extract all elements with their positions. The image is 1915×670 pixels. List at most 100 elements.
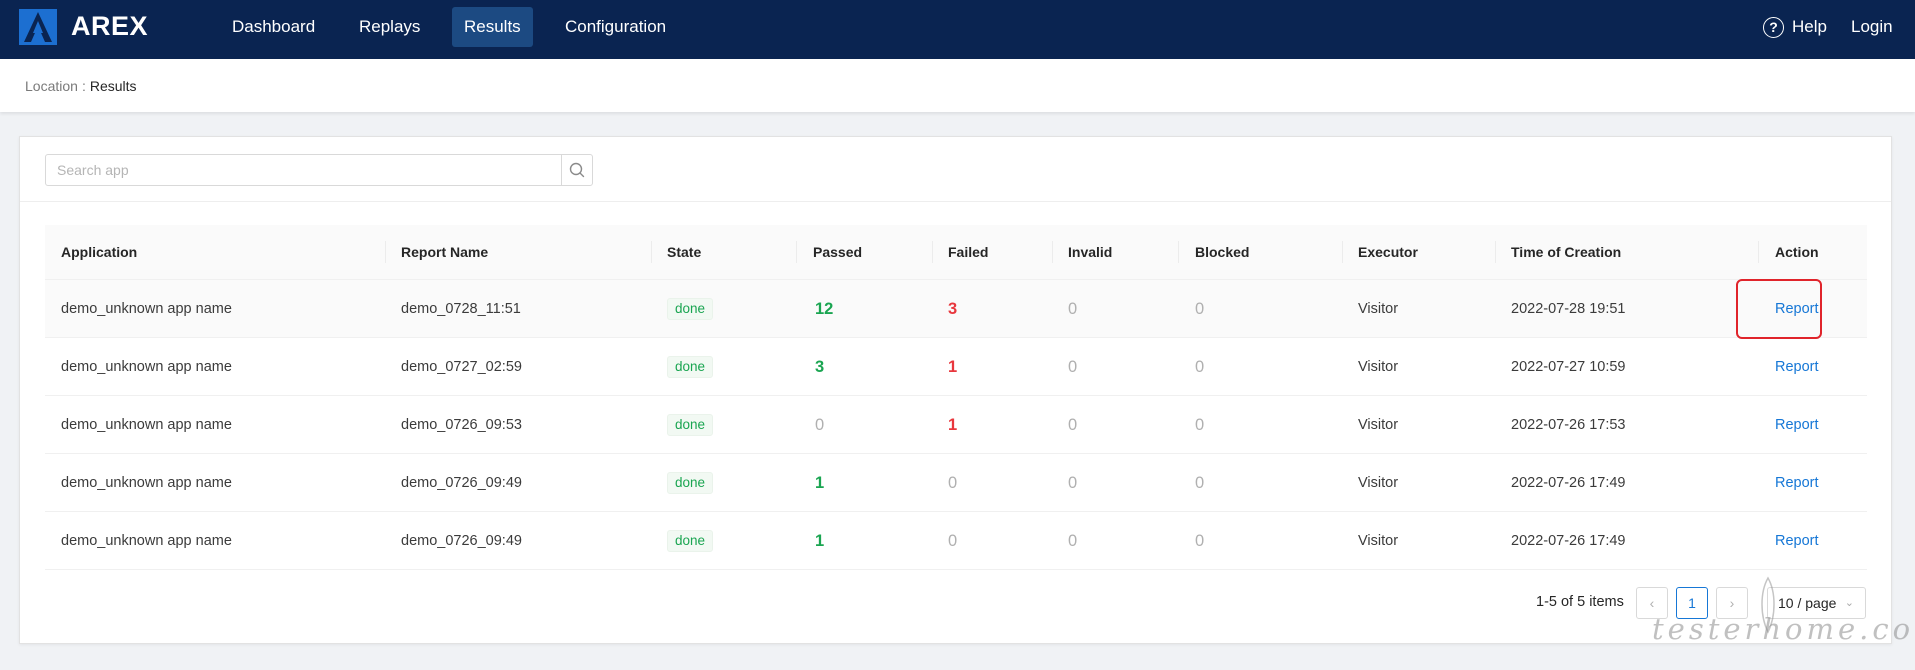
app-name[interactable]: AREX [71,11,149,41]
cell-state: done [667,396,714,454]
cell-blocked: 0 [1195,454,1204,512]
cell-report-name: demo_0726_09:49 [401,475,522,491]
column-divider [1178,241,1179,263]
column-divider [1052,241,1053,263]
passed-count: 1 [815,532,825,550]
cell-action: Report [1775,512,1819,570]
cell-blocked: 0 [1195,280,1204,338]
search-button[interactable] [561,154,593,186]
passed-count: 12 [815,300,834,318]
pagination-total: 1-5 of 5 items [1536,594,1624,610]
pagination-next-button[interactable]: › [1716,587,1748,619]
cell-invalid: 0 [1068,454,1077,512]
breadcrumb-bar: Location: Results [0,59,1915,112]
cell-passed: 12 [815,280,833,338]
column-divider [932,241,933,263]
report-link[interactable]: Report [1775,301,1819,317]
cell-state: done [667,338,714,396]
cell-action: Report [1775,280,1819,338]
column-divider [1342,241,1343,263]
top-navbar: AREX Dashboard Replays Results Configura… [0,0,1915,59]
passed-count: 0 [815,416,825,434]
column-header-application[interactable]: Application [61,244,138,260]
search-row [20,137,1891,202]
report-link[interactable]: Report [1775,359,1819,375]
cell-report-name: demo_0727_02:59 [401,359,522,375]
blocked-count: 0 [1195,300,1205,318]
blocked-count: 0 [1195,474,1205,492]
chevron-right-icon: › [1729,595,1735,611]
breadcrumb: Location: Results [25,78,137,94]
cell-invalid: 0 [1068,280,1077,338]
failed-count: 1 [948,358,958,376]
column-header-action: Action [1775,244,1819,260]
invalid-count: 0 [1068,358,1078,376]
blocked-count: 0 [1195,358,1205,376]
watermark-logo-icon [1761,576,1775,634]
cell-blocked: 0 [1195,512,1204,570]
page-size-select[interactable]: 10 / page ⌄ [1767,587,1866,619]
passed-count: 3 [815,358,825,376]
column-header-executor[interactable]: Executor [1358,244,1418,260]
cell-executor: Visitor [1358,301,1399,317]
nav-replays[interactable]: Replays [359,17,421,36]
report-link[interactable]: Report [1775,475,1819,491]
cell-passed: 1 [815,454,824,512]
table-row: demo_unknown app name demo_0726_09:49 do… [45,454,1867,512]
cell-failed: 1 [948,338,957,396]
cell-executor: Visitor [1358,359,1399,375]
column-divider [796,241,797,263]
pagination-prev-button[interactable]: ‹ [1636,587,1668,619]
table-header: Application Report Name State Passed Fai… [45,225,1867,280]
column-divider [1758,241,1759,263]
breadcrumb-separator: : [81,78,86,94]
failed-count: 0 [948,532,958,550]
help-label: Help [1792,17,1827,36]
cell-executor: Visitor [1358,533,1399,549]
cell-invalid: 0 [1068,338,1077,396]
cell-action: Report [1775,396,1819,454]
nav-results[interactable]: Results [452,7,533,47]
nav-configuration[interactable]: Configuration [565,17,667,36]
cell-invalid: 0 [1068,512,1077,570]
page-size-value: 10 / page [1778,595,1837,611]
cell-executor: Visitor [1358,475,1399,491]
failed-count: 1 [948,416,958,434]
table-row: demo_unknown app name demo_0728_11:51 do… [45,280,1867,338]
column-header-state[interactable]: State [667,244,702,260]
column-header-blocked[interactable]: Blocked [1195,244,1250,260]
column-header-passed[interactable]: Passed [813,244,863,260]
status-badge: done [667,414,714,437]
cell-failed: 0 [948,512,957,570]
report-link[interactable]: Report [1775,417,1819,433]
arex-logo-icon[interactable] [19,9,57,45]
nav-dashboard[interactable]: Dashboard [232,17,316,36]
login-link[interactable]: Login [1851,17,1893,36]
cell-time-of-creation: 2022-07-27 10:59 [1511,359,1626,375]
status-badge: done [667,356,714,379]
results-card: Application Report Name State Passed Fai… [19,136,1892,644]
cell-passed: 0 [815,396,824,454]
cell-time-of-creation: 2022-07-26 17:53 [1511,417,1626,433]
column-header-report-name[interactable]: Report Name [401,244,489,260]
report-link[interactable]: Report [1775,533,1819,549]
cell-blocked: 0 [1195,338,1204,396]
cell-invalid: 0 [1068,396,1077,454]
column-header-time-of-creation[interactable]: Time of Creation [1511,244,1622,260]
cell-state: done [667,454,714,512]
status-badge: done [667,472,714,495]
help-link[interactable]: ? Help [1763,14,1827,40]
cell-application: demo_unknown app name [61,533,232,549]
pagination-page-1[interactable]: 1 [1676,587,1708,619]
cell-state: done [667,280,714,338]
cell-time-of-creation: 2022-07-28 19:51 [1511,301,1626,317]
column-header-invalid[interactable]: Invalid [1068,244,1113,260]
breadcrumb-current: Results [89,78,137,94]
chevron-down-icon: ⌄ [1844,597,1854,609]
cell-state: done [667,512,714,570]
column-header-failed[interactable]: Failed [948,244,989,260]
search-input[interactable] [45,154,562,186]
blocked-count: 0 [1195,532,1205,550]
cell-time-of-creation: 2022-07-26 17:49 [1511,533,1626,549]
failed-count: 3 [948,300,958,318]
